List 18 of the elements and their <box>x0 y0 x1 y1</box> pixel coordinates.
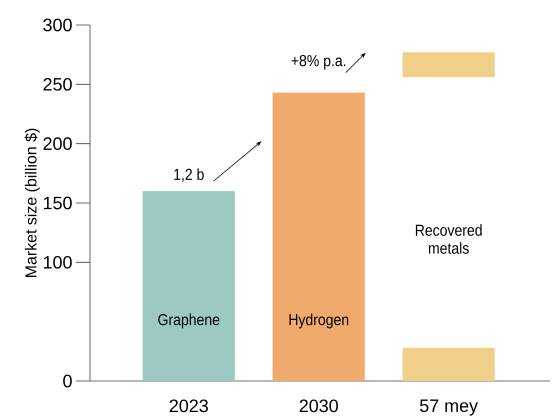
annotation: +8% p.a. <box>292 55 346 70</box>
annotation: Recovered metals <box>416 224 482 254</box>
x-tick-label: 57 mey <box>420 400 478 416</box>
y-tick-label: 300 <box>43 18 72 32</box>
y-tick-label: 250 <box>43 78 72 91</box>
bar <box>142 191 235 381</box>
y-tick-label: 0 <box>63 374 72 388</box>
bar <box>272 92 365 381</box>
y-axis-title: Market size (billion $) <box>24 128 40 277</box>
y-tick-label: 200 <box>43 137 72 150</box>
y-tick-label: 150 <box>44 196 72 210</box>
y-tick-label: 100 <box>44 256 72 269</box>
bar <box>402 52 495 78</box>
annotation: Hydrogen <box>289 314 348 328</box>
x-tick-label: 2030 <box>300 400 338 412</box>
annotation: 1,2 b <box>174 168 204 182</box>
annotation: Graphene <box>158 314 220 328</box>
x-tick-label: 2023 <box>170 400 208 412</box>
